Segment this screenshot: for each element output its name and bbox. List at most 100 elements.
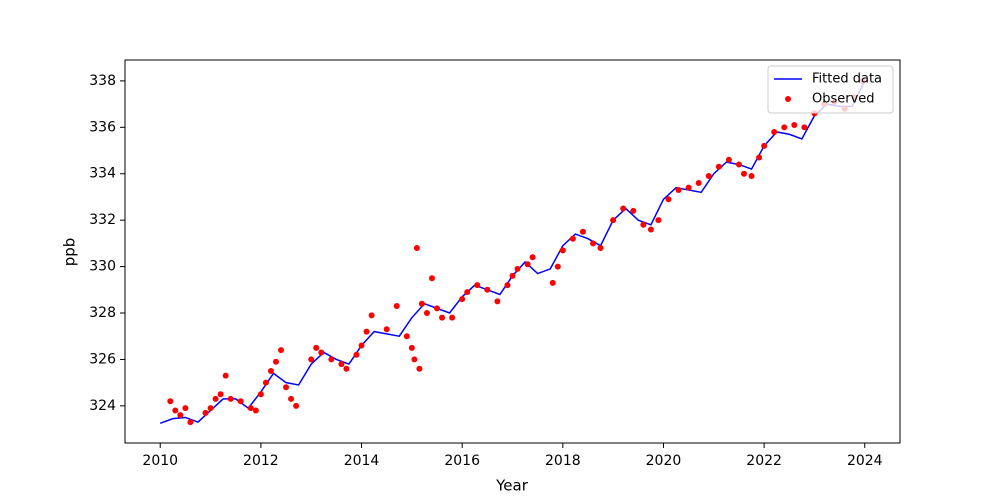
observed-point — [655, 217, 662, 224]
observed-point — [748, 173, 755, 180]
observed-point — [715, 163, 722, 170]
y-tick-label: 332 — [89, 212, 116, 228]
legend-box — [767, 65, 894, 114]
plot-frame — [124, 59, 901, 444]
observed-point — [484, 286, 491, 293]
observed-point — [529, 254, 536, 261]
observed-point — [207, 405, 214, 412]
observed-point — [725, 156, 732, 163]
y-tick-label: 328 — [89, 305, 116, 321]
observed-point — [514, 265, 521, 272]
observed-point — [353, 351, 360, 358]
observed-point — [252, 407, 259, 414]
observed-point — [338, 361, 345, 368]
observed-point — [272, 358, 279, 365]
x-tick-label: 2022 — [746, 453, 782, 469]
observed-point — [423, 310, 430, 317]
observed-point — [647, 226, 654, 233]
observed-point — [705, 173, 712, 180]
observed-point — [411, 356, 418, 363]
observed-point — [449, 314, 456, 321]
observed-point — [383, 326, 390, 333]
observed-point — [227, 395, 234, 402]
observed-point — [368, 312, 375, 319]
x-tick-label: 2016 — [444, 453, 480, 469]
observed-point — [756, 154, 763, 161]
observed-point — [187, 419, 194, 426]
x-tick-label: 2018 — [545, 453, 581, 469]
observed-point — [202, 409, 209, 416]
observed-point — [413, 245, 420, 252]
observed-point — [278, 347, 285, 354]
observed-point — [439, 314, 446, 321]
observed-point — [434, 305, 441, 312]
y-tick-label: 334 — [89, 166, 116, 182]
x-tick-label: 2014 — [344, 453, 380, 469]
observed-point — [620, 205, 627, 212]
observed-point — [504, 282, 511, 289]
observed-point — [283, 384, 290, 391]
observed-point — [459, 296, 466, 303]
x-tick-label: 2020 — [646, 453, 682, 469]
x-axis-label: Year — [495, 477, 529, 495]
legend-label: Fitted data — [812, 72, 882, 87]
observed-point — [313, 344, 320, 351]
observed-point — [801, 124, 808, 131]
observed-point — [358, 342, 365, 349]
observed-point — [212, 395, 219, 402]
observed-point — [610, 217, 617, 224]
observed-point — [288, 395, 295, 402]
observed-point — [167, 398, 174, 405]
legend-marker — [785, 96, 791, 102]
y-tick-label: 338 — [89, 73, 116, 89]
observed-point — [590, 240, 597, 247]
observed-point — [217, 391, 224, 398]
observed-point — [685, 184, 692, 191]
observed-point — [257, 391, 264, 398]
observed-point — [222, 372, 229, 379]
observed-point — [172, 407, 179, 414]
observed-point — [597, 245, 604, 252]
observed-point — [771, 128, 778, 135]
observed-point — [363, 328, 370, 335]
y-tick-label: 326 — [89, 351, 116, 367]
observed-point — [416, 365, 423, 372]
observed-point — [247, 405, 254, 412]
y-axis-label: ppb — [61, 238, 79, 267]
observed-point — [418, 300, 425, 307]
observed-point — [408, 344, 415, 351]
observed-point — [735, 161, 742, 168]
observed-point — [464, 289, 471, 296]
y-tick-label: 330 — [89, 259, 116, 275]
observed-point — [318, 349, 325, 356]
observed-point — [237, 398, 244, 405]
y-tick-label: 336 — [89, 119, 116, 135]
legend-label: Observed — [812, 92, 875, 107]
observed-point — [177, 412, 184, 419]
observed-point — [182, 405, 189, 412]
x-tick-label: 2010 — [142, 453, 178, 469]
observed-point — [308, 356, 315, 363]
observed-point — [554, 263, 561, 270]
observed-point — [509, 272, 516, 279]
observed-point — [740, 170, 747, 177]
observed-point — [549, 279, 556, 286]
observed-point — [474, 282, 481, 289]
observed-point — [403, 333, 410, 340]
legend: Fitted data Observed — [767, 65, 894, 114]
x-tick-label: 2012 — [243, 453, 279, 469]
observed-point — [665, 196, 672, 203]
observed-point — [393, 303, 400, 310]
observed-point — [293, 402, 300, 409]
observed-point — [579, 228, 586, 235]
observed-point — [262, 379, 269, 386]
observed-point — [695, 180, 702, 187]
observed-point — [428, 275, 435, 282]
observed-point — [630, 207, 637, 214]
observed-point — [675, 186, 682, 193]
observed-point — [494, 298, 501, 305]
observed-point — [343, 365, 350, 372]
x-tick-label: 2024 — [847, 453, 883, 469]
observed-point — [524, 261, 531, 268]
